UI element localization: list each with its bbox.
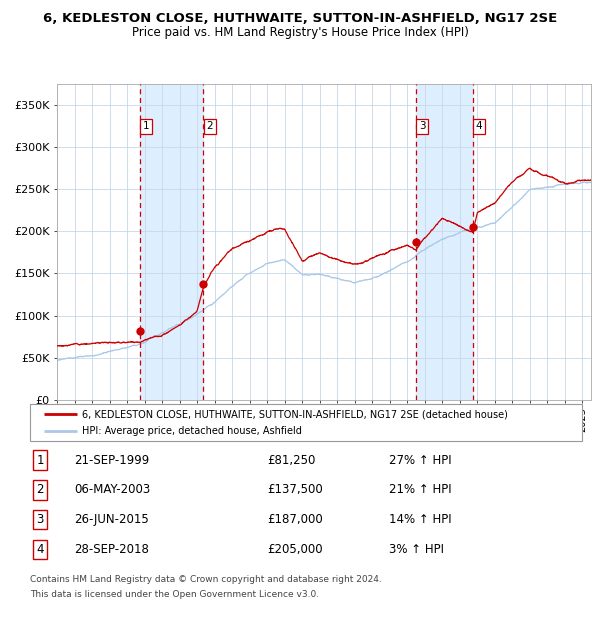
Text: 1: 1 bbox=[36, 454, 44, 466]
Bar bbox=[140, 84, 203, 400]
Text: 21% ↑ HPI: 21% ↑ HPI bbox=[389, 484, 451, 496]
Text: 6, KEDLESTON CLOSE, HUTHWAITE, SUTTON-IN-ASHFIELD, NG17 2SE: 6, KEDLESTON CLOSE, HUTHWAITE, SUTTON-IN… bbox=[43, 12, 557, 25]
Text: 26-JUN-2015: 26-JUN-2015 bbox=[74, 513, 149, 526]
Bar bbox=[416, 84, 473, 400]
Text: 6, KEDLESTON CLOSE, HUTHWAITE, SUTTON-IN-ASHFIELD, NG17 2SE (detached house): 6, KEDLESTON CLOSE, HUTHWAITE, SUTTON-IN… bbox=[82, 409, 508, 419]
Text: £81,250: £81,250 bbox=[268, 454, 316, 466]
Text: 21-SEP-1999: 21-SEP-1999 bbox=[74, 454, 149, 466]
Text: 2: 2 bbox=[206, 122, 213, 131]
Text: 3: 3 bbox=[36, 513, 44, 526]
Text: £137,500: £137,500 bbox=[268, 484, 323, 496]
Text: 27% ↑ HPI: 27% ↑ HPI bbox=[389, 454, 451, 466]
Text: 1: 1 bbox=[143, 122, 149, 131]
Text: 06-MAY-2003: 06-MAY-2003 bbox=[74, 484, 151, 496]
Text: 28-SEP-2018: 28-SEP-2018 bbox=[74, 543, 149, 556]
Text: 3: 3 bbox=[419, 122, 425, 131]
Text: 14% ↑ HPI: 14% ↑ HPI bbox=[389, 513, 451, 526]
Text: £205,000: £205,000 bbox=[268, 543, 323, 556]
Text: 3% ↑ HPI: 3% ↑ HPI bbox=[389, 543, 444, 556]
Text: Contains HM Land Registry data © Crown copyright and database right 2024.: Contains HM Land Registry data © Crown c… bbox=[30, 575, 382, 584]
Text: Price paid vs. HM Land Registry's House Price Index (HPI): Price paid vs. HM Land Registry's House … bbox=[131, 26, 469, 39]
Text: 2: 2 bbox=[36, 484, 44, 496]
Text: £187,000: £187,000 bbox=[268, 513, 323, 526]
Text: 4: 4 bbox=[36, 543, 44, 556]
Text: This data is licensed under the Open Government Licence v3.0.: This data is licensed under the Open Gov… bbox=[30, 590, 319, 600]
FancyBboxPatch shape bbox=[30, 404, 582, 441]
Text: 4: 4 bbox=[476, 122, 482, 131]
Text: HPI: Average price, detached house, Ashfield: HPI: Average price, detached house, Ashf… bbox=[82, 427, 302, 436]
